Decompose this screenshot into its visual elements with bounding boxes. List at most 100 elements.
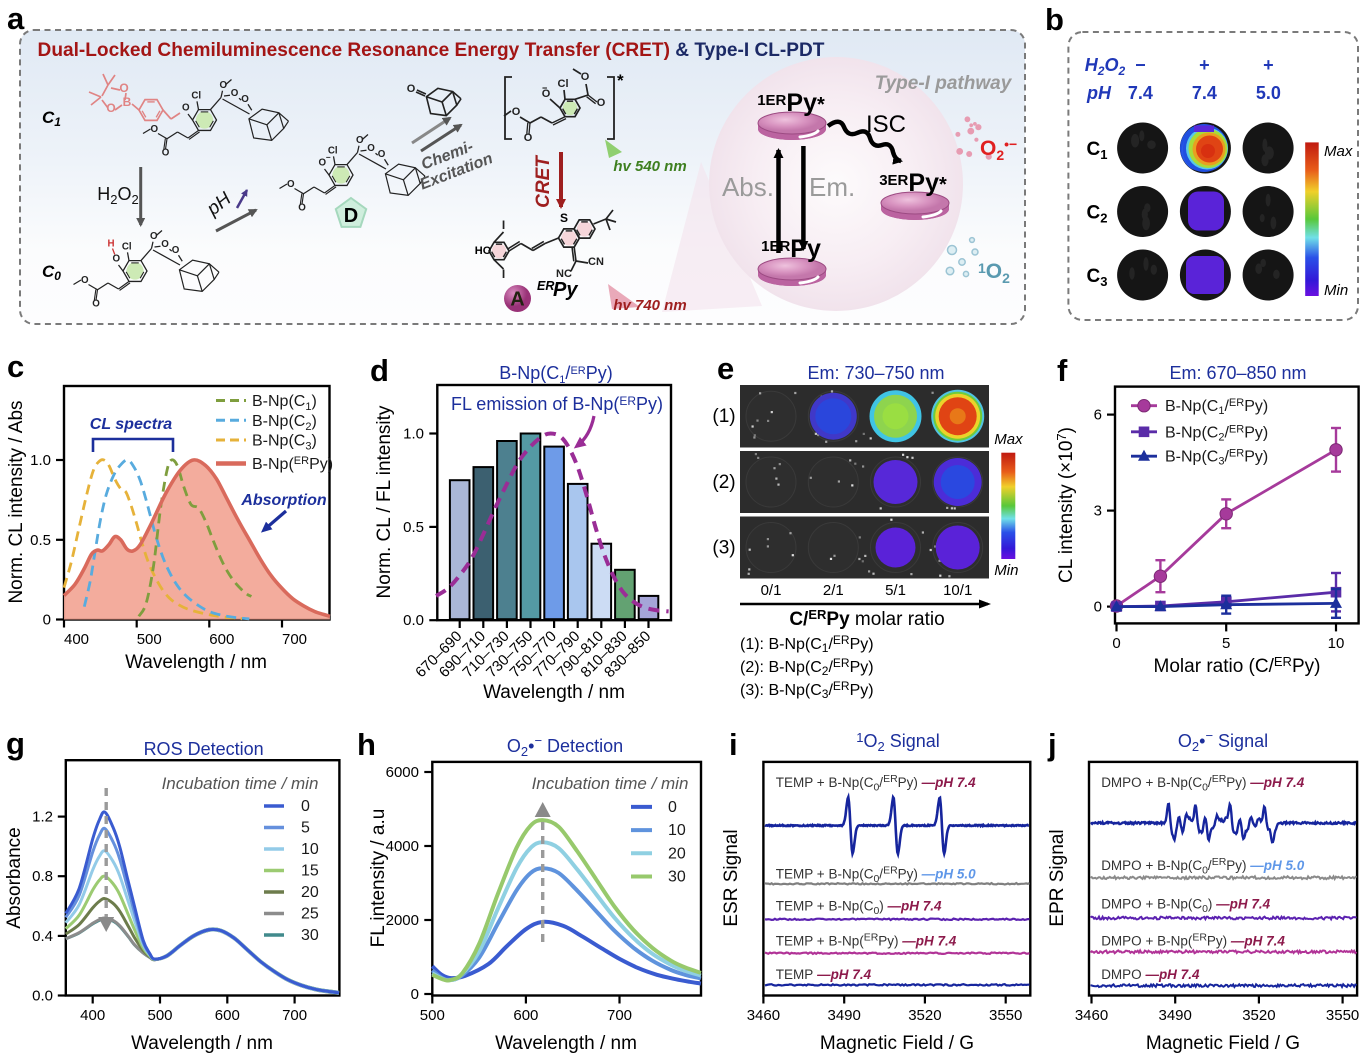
svg-text:Min: Min (994, 562, 1018, 579)
svg-text:10/1: 10/1 (943, 582, 972, 599)
svg-text:ISC: ISC (866, 111, 906, 138)
svg-text:−: − (1135, 55, 1146, 75)
svg-text:O: O (112, 253, 120, 264)
svg-text:0.0: 0.0 (32, 988, 53, 1005)
svg-text:10: 10 (668, 822, 686, 839)
svg-text:hv 540 nm: hv 540 nm (613, 158, 686, 175)
svg-text:Wavelength / nm: Wavelength / nm (483, 682, 625, 703)
svg-text:TEMP —pH 7.4: TEMP —pH 7.4 (776, 967, 872, 982)
svg-text:TEMP + B-Np(C0) —pH 7.4: TEMP + B-Np(C0) —pH 7.4 (776, 898, 942, 917)
svg-text:O: O (182, 102, 190, 113)
svg-text:O: O (542, 88, 551, 100)
svg-text:Absorption: Absorption (240, 492, 327, 509)
svg-text:O: O (172, 245, 180, 256)
svg-text:O: O (119, 81, 128, 95)
svg-text:5: 5 (301, 820, 310, 837)
svg-text:NC: NC (556, 268, 572, 280)
svg-text:hv 740 nm: hv 740 nm (613, 297, 686, 314)
svg-text:DMPO + B-Np(C0/ERPy) —pH 5.0: DMPO + B-Np(C0/ERPy) —pH 5.0 (1101, 856, 1305, 877)
svg-text:O: O (318, 157, 326, 168)
svg-text:Em: 670–850 nm: Em: 670–850 nm (1169, 363, 1306, 383)
svg-text:O: O (597, 97, 606, 109)
svg-text:25: 25 (301, 906, 319, 923)
svg-text:20: 20 (668, 845, 686, 862)
svg-text:+: + (1263, 55, 1274, 75)
svg-text:TEMP + B-Np(C0/ERPy) —pH 5.0: TEMP + B-Np(C0/ERPy) —pH 5.0 (776, 865, 976, 886)
svg-text:O: O (162, 147, 170, 158)
svg-text:O: O (219, 80, 227, 91)
svg-text:O: O (150, 124, 158, 135)
svg-text:O: O (356, 135, 364, 146)
svg-text:0.5: 0.5 (30, 532, 51, 549)
svg-text:1.0: 1.0 (30, 452, 51, 469)
svg-text:O2•− Signal: O2•− Signal (1178, 728, 1268, 754)
svg-text:EPR Signal: EPR Signal (1047, 829, 1068, 926)
svg-text:500: 500 (147, 1007, 172, 1024)
svg-text:S: S (560, 211, 568, 225)
svg-text:30: 30 (668, 869, 686, 886)
svg-text:Em.: Em. (809, 172, 855, 202)
svg-text:5.0: 5.0 (1256, 83, 1281, 103)
svg-text:DMPO + B-Np(C0) —pH 7.4: DMPO + B-Np(C0) —pH 7.4 (1101, 897, 1270, 916)
svg-text:15: 15 (301, 863, 319, 880)
svg-text:4000: 4000 (386, 838, 419, 855)
svg-text:O: O (407, 83, 416, 95)
svg-text:600: 600 (209, 631, 234, 648)
svg-text:2/1: 2/1 (823, 582, 844, 599)
svg-text:O2•− Detection: O2•− Detection (507, 733, 623, 759)
svg-text:B-Np(C3): B-Np(C3) (252, 433, 317, 453)
svg-text:TEMP + B-Np(C0/ERPy) —pH 7.4: TEMP + B-Np(C0/ERPy) —pH 7.4 (776, 773, 976, 794)
svg-text:3490: 3490 (828, 1007, 861, 1024)
svg-text:O: O (81, 275, 89, 286)
svg-text:700: 700 (607, 1007, 632, 1024)
svg-text:Incubation time / min: Incubation time / min (532, 774, 689, 793)
svg-text:B-Np(ERPy): B-Np(ERPy) (252, 455, 333, 473)
svg-text:1O2 Signal: 1O2 Signal (856, 730, 940, 754)
svg-text:400: 400 (64, 631, 89, 648)
svg-text:−: − (542, 83, 547, 93)
svg-text:400: 400 (80, 1007, 105, 1024)
svg-text:*: * (617, 71, 624, 90)
svg-text:7.4: 7.4 (1192, 83, 1217, 103)
svg-text:600: 600 (215, 1007, 240, 1024)
svg-text:Wavelength / nm: Wavelength / nm (495, 1033, 637, 1054)
svg-text:H: H (107, 238, 114, 249)
svg-text:DMPO + B-Np(ERPy) —pH 7.4: DMPO + B-Np(ERPy) —pH 7.4 (1101, 931, 1285, 948)
svg-text:500: 500 (420, 1007, 445, 1024)
svg-text:B: B (123, 95, 132, 109)
svg-text:Norm. CL / FL intensity: Norm. CL / FL intensity (374, 405, 395, 598)
svg-text:D: D (344, 205, 358, 227)
svg-text:CRET: CRET (533, 155, 554, 208)
svg-text:700: 700 (282, 631, 307, 648)
svg-text:ESR Signal: ESR Signal (721, 829, 742, 926)
svg-text:500: 500 (137, 631, 162, 648)
svg-text:Min: Min (1324, 282, 1348, 299)
svg-text:FL emission of B-Np(ERPy): FL emission of B-Np(ERPy) (451, 394, 663, 414)
svg-text:6000: 6000 (386, 764, 419, 781)
svg-text:10: 10 (1328, 635, 1345, 652)
svg-text:Max: Max (1324, 143, 1353, 160)
svg-text:Type-I pathway: Type-I pathway (875, 73, 1013, 94)
svg-text:C/ERPy molar ratio: C/ERPy molar ratio (789, 607, 944, 630)
svg-text:DMPO + B-Np(C0/ERPy) —pH 7.4: DMPO + B-Np(C0/ERPy) —pH 7.4 (1101, 773, 1305, 794)
svg-text:3460: 3460 (1075, 1007, 1108, 1024)
svg-text:5/1: 5/1 (885, 582, 906, 599)
svg-text:0.4: 0.4 (32, 928, 53, 945)
svg-text:5: 5 (1222, 635, 1230, 652)
svg-text:−: − (326, 153, 331, 162)
svg-text:H2O2: H2O2 (97, 184, 138, 207)
svg-text:0: 0 (411, 986, 419, 1003)
svg-text:O: O (150, 231, 158, 242)
svg-text:DMPO —pH 7.4: DMPO —pH 7.4 (1101, 967, 1200, 982)
svg-text:Py: Py (553, 279, 578, 301)
svg-text:600: 600 (513, 1007, 538, 1024)
svg-text:Cl: Cl (328, 145, 338, 156)
svg-text:CN: CN (588, 256, 604, 268)
svg-text:3ERPy*: 3ERPy* (879, 169, 947, 197)
svg-text:ROS Detection: ROS Detection (144, 739, 264, 759)
svg-text:10: 10 (301, 841, 319, 858)
svg-text:(3): (3) (712, 538, 735, 559)
svg-text:CL intensity (×107): CL intensity (×107) (1054, 427, 1077, 583)
svg-text:0.5: 0.5 (403, 519, 424, 536)
svg-text:O: O (581, 71, 590, 83)
